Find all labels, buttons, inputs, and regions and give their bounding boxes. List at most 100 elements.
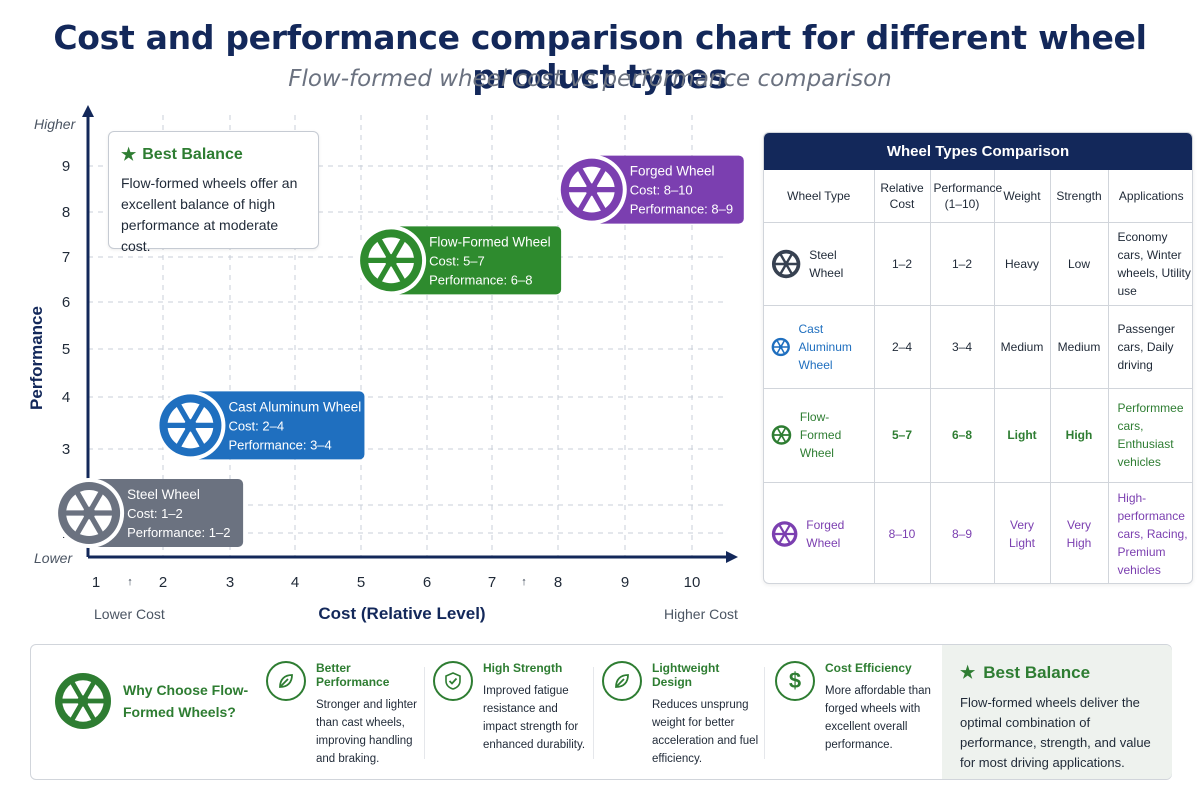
x-tick-label: 2 (159, 574, 167, 591)
point-name: Cast Aluminum Wheel (228, 399, 361, 414)
point-label-box (395, 226, 562, 295)
x-tick-label: 5 (357, 574, 365, 591)
wheel-hub (384, 254, 398, 267)
feature-title: Cost Efficiency (825, 661, 912, 675)
wheel-icon (155, 390, 226, 461)
cell-relative-cost: 2–4 (874, 305, 931, 389)
y-axis-title: Performance (27, 306, 46, 410)
wheel-icon (54, 478, 125, 548)
wheel-spoke (391, 238, 405, 259)
dollar-icon: $ (775, 661, 815, 701)
point-performance: Performance: 8–9 (630, 202, 733, 217)
data-point-forged-wheel: Forged Wheel Cost: 8–10 Performance: 8–9 (556, 154, 744, 225)
point-performance: Performance: 3–4 (228, 437, 331, 452)
point-cost: Cost: 5–7 (429, 253, 485, 268)
cell-performance: 6–8 (930, 388, 995, 483)
cell-applications: High-performance cars, Racing, Premium v… (1108, 482, 1192, 583)
feature-text: More affordable than forged wheels with … (825, 685, 931, 751)
x-tick-label: 7 (488, 574, 496, 591)
y-tick-label: 8 (62, 204, 70, 221)
leaf-icon (602, 661, 642, 701)
wheel-spoke (779, 264, 787, 274)
divider (764, 667, 765, 759)
x-tick-label: 9 (621, 574, 629, 591)
x-tick-label: 6 (423, 574, 431, 591)
point-label-box (93, 479, 244, 547)
x-low-label: Lower Cost (94, 606, 165, 622)
wheel-spoke (89, 515, 103, 535)
callout-title: Best Balance (142, 146, 243, 163)
wheel-types-table: Wheel Types Comparison Wheel Type Relati… (763, 132, 1193, 584)
wheel-spoke (777, 435, 782, 442)
point-label-box (194, 391, 365, 460)
leaf-icon (266, 661, 306, 701)
header-relative-cost: Relative Cost (874, 170, 931, 223)
wheel-hub (82, 506, 96, 520)
wheel-spoke (780, 340, 785, 346)
feature-text: Improved fatigue resistance and impact s… (483, 685, 586, 751)
wheel-spoke (391, 262, 405, 283)
point-cost: Cost: 8–10 (630, 183, 693, 198)
data-point-steel-wheel: Steel Wheel Cost: 1–2 Performance: 1–2 (54, 478, 244, 548)
cell-performance: 3–4 (930, 305, 995, 389)
y-tick-label: 6 (62, 294, 70, 311)
cell-wheel-type: Steel Wheel (764, 222, 875, 306)
wheel-hub (77, 695, 89, 707)
feature-title: Lightweight Design (652, 661, 720, 689)
table-row: Forged Wheel 8–10 8–9 Very Light Very High Hi… (764, 482, 1192, 583)
wheel-spoke (784, 534, 791, 543)
cell-applications: Performmee cars, Enthusiast vehicles (1108, 388, 1192, 483)
table-title: Wheel Types Comparison (764, 133, 1192, 170)
shield-check-icon (433, 661, 473, 701)
wheel-hub (778, 344, 783, 349)
point-label-box (595, 155, 744, 224)
point-performance: Performance: 6–8 (429, 272, 532, 287)
wheel-spoke (83, 681, 96, 700)
callout-body: Flow-formed wheels offer an excellent ba… (121, 175, 298, 254)
wheel-spoke (377, 238, 391, 259)
wheel-icon (556, 154, 627, 225)
point-name: Flow-Formed Wheel (429, 234, 551, 249)
best-title: Best Balance (983, 663, 1091, 682)
wheel-icon (771, 520, 798, 547)
page-subtitle: Flow-formed wheel cost vs performance co… (288, 66, 892, 92)
x-tick-label: 8 (554, 574, 562, 591)
cell-applications: Passenger cars, Daily driving (1108, 305, 1192, 389)
cell-weight: Heavy (994, 222, 1051, 306)
wheel-type-name: Cast Aluminum Wheel (798, 321, 852, 372)
x-axis-title: Cost (Relative Level) (318, 604, 485, 623)
wheel-spoke (591, 191, 606, 212)
cell-strength: Low (1050, 222, 1109, 306)
y-tick-label: 4 (62, 389, 70, 406)
wheel-spoke (781, 435, 786, 442)
x-tick-marker: ↑ (127, 576, 133, 588)
table-header-row: Wheel Type Relative Cost Performance (1–… (764, 170, 1192, 223)
x-tick-label: 1 (92, 574, 100, 591)
wheel-spoke (176, 403, 191, 424)
cell-relative-cost: 8–10 (874, 482, 931, 583)
wheel-spoke (89, 491, 103, 511)
header-applications: Applications (1108, 170, 1192, 223)
wheel-spoke (777, 428, 782, 435)
wheel-spoke (778, 524, 785, 533)
feature-lightweight-design: Lightweight Design Reduces unsprung weig… (602, 661, 762, 768)
wheel-spoke (75, 491, 89, 511)
point-performance: Performance: 1–2 (127, 525, 230, 540)
wheel-spoke (786, 253, 793, 263)
table-row: Steel Wheel 1–2 1–2 Heavy Low Economy cars, W… (764, 222, 1192, 306)
wheel-spoke (377, 262, 391, 283)
cell-wheel-type: Flow-Formed Wheel (764, 388, 875, 483)
feature-text: Stronger and lighter than cast wheels, i… (316, 699, 418, 765)
cell-weight: Light (994, 388, 1051, 483)
y-axis-arrow (82, 105, 94, 117)
y-tick-label: 5 (62, 341, 70, 358)
wheel-spoke (781, 428, 786, 435)
cell-relative-cost: 5–7 (874, 388, 931, 483)
x-axis-arrow (726, 551, 738, 563)
wheel-hub (184, 419, 197, 432)
cell-weight: Medium (994, 305, 1051, 389)
wheel-icon (55, 673, 111, 729)
point-name: Forged Wheel (630, 164, 715, 179)
x-tick-label: 3 (226, 574, 234, 591)
